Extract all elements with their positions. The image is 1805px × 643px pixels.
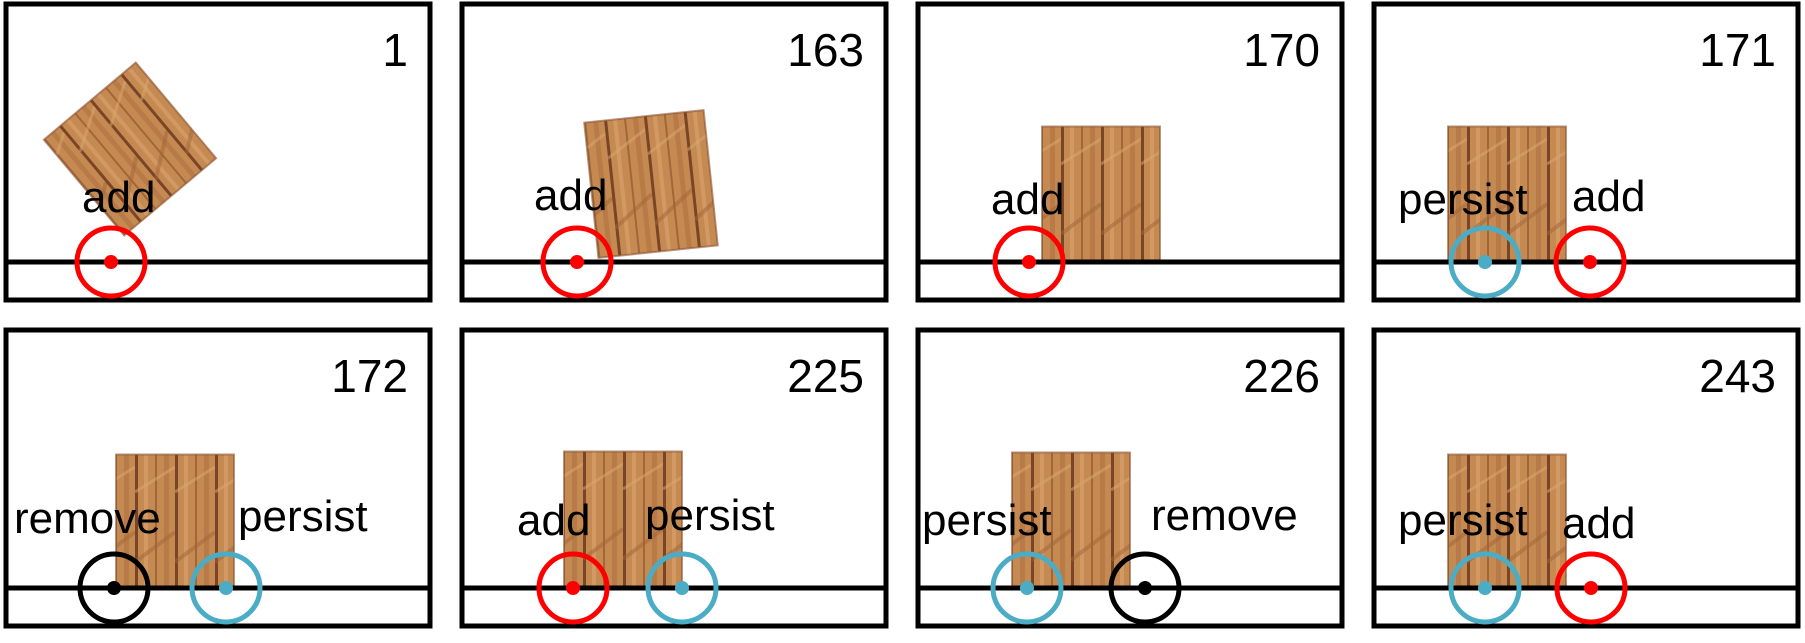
persist-contact-point xyxy=(1478,255,1492,269)
add-contact-label: add xyxy=(1572,172,1645,221)
add-contact-ring xyxy=(540,225,614,299)
persist-contact-point xyxy=(1020,581,1034,595)
persist-contact-ring xyxy=(1448,225,1522,299)
wooden-box xyxy=(583,109,719,259)
add-contact-label: add xyxy=(534,171,607,220)
wooden-box xyxy=(563,450,683,588)
add-contact-label: add xyxy=(991,175,1064,224)
add-contact-point xyxy=(1022,255,1036,269)
add-contact-ring xyxy=(74,225,148,299)
add-contact-ring xyxy=(536,551,610,625)
frame-number: 225 xyxy=(787,350,864,402)
frame-number: 243 xyxy=(1699,350,1776,402)
frame-number: 163 xyxy=(787,24,864,76)
persist-contact-ring xyxy=(645,551,719,625)
frame-panel: 172 remove persist xyxy=(3,327,433,629)
persist-contact-label: persist xyxy=(1398,496,1528,545)
persist-contact-label: persist xyxy=(922,496,1052,545)
add-contact-label: add xyxy=(517,496,590,545)
remove-contact-label: remove xyxy=(14,494,161,543)
add-contact-point xyxy=(104,255,118,269)
persist-contact-label: persist xyxy=(1398,175,1528,224)
frame-number: 171 xyxy=(1699,24,1776,76)
frame-number: 172 xyxy=(331,350,408,402)
add-contact-ring xyxy=(992,225,1066,299)
add-contact-ring xyxy=(1553,225,1627,299)
frame-number: 226 xyxy=(1243,350,1320,402)
frame-panel: 243 persist add xyxy=(1371,327,1801,629)
frame-panel: 225 add persist xyxy=(459,327,889,629)
frame-panel: 163 add xyxy=(459,1,889,303)
frame-panel: 226 persist remove xyxy=(915,327,1345,629)
persist-contact-ring xyxy=(990,551,1064,625)
remove-contact-point xyxy=(107,581,121,595)
frame-panel: 170 add xyxy=(915,1,1345,303)
add-contact-ring xyxy=(1554,551,1628,625)
add-contact-point xyxy=(566,581,580,595)
frame-panel: 171 persist add xyxy=(1371,1,1801,303)
frame-number: 1 xyxy=(382,24,408,76)
persist-contact-label: persist xyxy=(238,492,368,541)
frame-panel: 1 add xyxy=(3,1,433,303)
add-contact-label: add xyxy=(82,173,155,222)
panel-border xyxy=(1371,1,1801,303)
persist-contact-label: persist xyxy=(645,491,775,540)
persist-contact-ring xyxy=(189,551,263,625)
add-contact-point xyxy=(1583,255,1597,269)
wooden-box xyxy=(42,61,218,237)
panel-border xyxy=(1371,327,1801,629)
remove-contact-ring xyxy=(77,551,151,625)
remove-contact-ring xyxy=(1108,551,1182,625)
remove-contact-point xyxy=(1138,581,1152,595)
persist-contact-point xyxy=(1478,581,1492,595)
add-contact-point xyxy=(570,255,584,269)
wooden-box xyxy=(1011,451,1131,589)
frame-number: 170 xyxy=(1243,24,1320,76)
add-contact-point xyxy=(1584,581,1598,595)
add-contact-label: add xyxy=(1562,499,1635,548)
remove-contact-label: remove xyxy=(1151,491,1298,540)
persist-contact-point xyxy=(219,581,233,595)
wooden-box xyxy=(1041,125,1161,263)
persist-contact-ring xyxy=(1448,551,1522,625)
persist-contact-point xyxy=(675,581,689,595)
